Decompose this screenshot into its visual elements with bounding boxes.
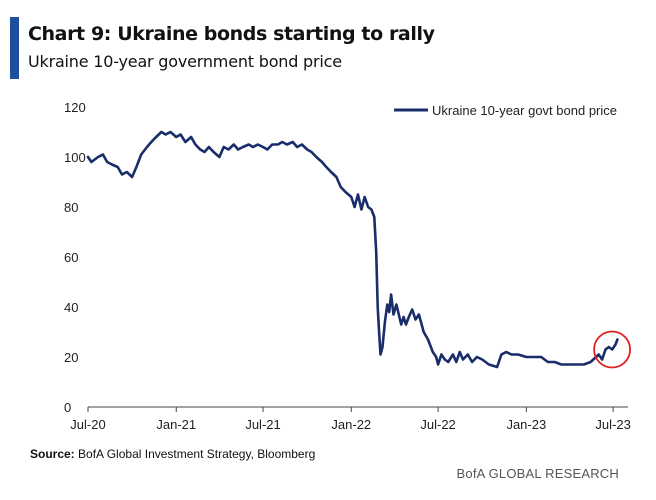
y-tick-label: 40 xyxy=(64,300,78,315)
legend-label: Ukraine 10-year govt bond price xyxy=(432,103,617,118)
source-note: Source: BofA Global Investment Strategy,… xyxy=(30,447,315,461)
source-text: BofA Global Investment Strategy, Bloombe… xyxy=(78,447,316,461)
chart-legend: Ukraine 10-year govt bond price xyxy=(394,103,617,118)
accent-bar xyxy=(10,17,19,79)
x-tick-label: Jul-22 xyxy=(420,417,455,432)
chart-title: Chart 9: Ukraine bonds starting to rally xyxy=(28,23,435,45)
chart-series xyxy=(86,130,619,369)
credit-text: BofA GLOBAL RESEARCH xyxy=(456,466,619,481)
x-tick-label: Jul-21 xyxy=(245,417,280,432)
y-tick-label: 120 xyxy=(64,100,86,115)
x-tick-label: Jan-23 xyxy=(506,417,546,432)
chart-annotations xyxy=(593,330,631,369)
x-tick-label: Jul-20 xyxy=(70,417,105,432)
x-tick-label: Jan-21 xyxy=(156,417,196,432)
x-tick-label: Jan-22 xyxy=(331,417,371,432)
y-tick-label: 0 xyxy=(64,400,71,415)
highlight-circle xyxy=(593,330,631,369)
y-tick-label: 60 xyxy=(64,250,78,265)
source-label: Source: xyxy=(30,447,75,461)
y-tick-label: 80 xyxy=(64,200,78,215)
x-tick-label: Jul-23 xyxy=(595,417,630,432)
chart-subtitle: Ukraine 10-year government bond price xyxy=(28,52,342,71)
y-tick-label: 100 xyxy=(64,150,86,165)
series-line xyxy=(86,130,619,369)
y-tick-label: 20 xyxy=(64,350,78,365)
chart-axes: 0 20 40 60 80 100 120 Jul-20 Jan-21 Jul-21 Jan-22 J… xyxy=(64,100,631,432)
